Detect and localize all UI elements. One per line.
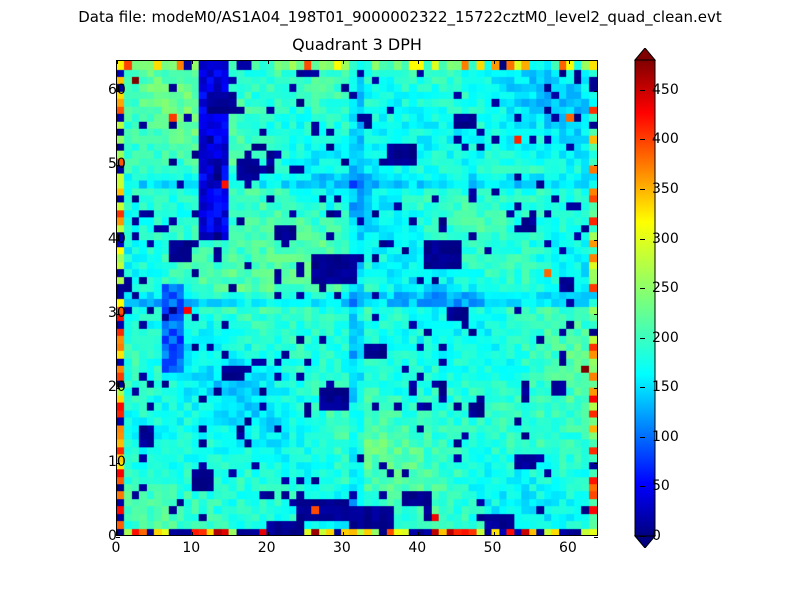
colorbar-gradient — [633, 48, 657, 548]
colorbar-tick-mark — [640, 536, 645, 537]
heatmap-image — [117, 61, 597, 535]
x-tick-mark — [342, 532, 344, 536]
x-tick-mark — [493, 532, 495, 536]
x-tick-mark — [568, 532, 570, 536]
colorbar-tick-label: 0 — [652, 528, 661, 544]
x-tick-mark — [267, 532, 269, 536]
y-tick-mark-right — [594, 239, 598, 241]
y-tick-mark-right — [594, 462, 598, 464]
x-tick-mark — [418, 532, 420, 536]
x-tick-mark-top — [418, 60, 420, 64]
y-tick-mark-right — [594, 90, 598, 92]
data-file-suptitle: Data file: modeM0/AS1A04_198T01_90000023… — [78, 8, 722, 26]
y-tick-mark — [116, 462, 120, 464]
colorbar-tick-label: 100 — [652, 428, 679, 445]
y-tick-mark-right — [594, 313, 598, 315]
x-tick-label: 0 — [111, 540, 121, 556]
colorbar[interactable] — [625, 48, 685, 548]
colorbar-tick-mark — [640, 436, 645, 438]
y-tick-mark — [116, 388, 120, 390]
y-tick-mark-right — [594, 165, 598, 167]
colorbar-tick-label: 50 — [652, 478, 670, 495]
x-tick-mark — [117, 532, 118, 536]
x-tick-label: 40 — [408, 540, 427, 556]
x-tick-mark-top — [568, 60, 570, 64]
heatmap-axes[interactable] — [116, 60, 598, 538]
y-tick-mark — [116, 537, 120, 538]
colorbar-tick-label: 350 — [652, 180, 679, 197]
x-tick-mark — [192, 532, 194, 536]
colorbar-tick-mark — [640, 337, 645, 339]
y-tick-mark — [116, 90, 120, 92]
x-tick-label: 20 — [257, 540, 276, 556]
colorbar-tick-label: 200 — [652, 329, 679, 346]
colorbar-tick-mark — [640, 238, 645, 240]
y-tick-mark — [116, 165, 120, 167]
colorbar-tick-mark — [640, 139, 645, 141]
x-tick-label: 10 — [182, 540, 201, 556]
x-tick-mark-top — [342, 60, 344, 64]
y-tick-mark — [116, 239, 120, 241]
colorbar-tick-mark — [640, 89, 645, 91]
colorbar-tick-label: 150 — [652, 379, 679, 396]
colorbar-tick-label: 450 — [652, 81, 679, 98]
x-tick-label: 50 — [483, 540, 502, 556]
colorbar-tick-mark — [640, 387, 645, 389]
colorbar-tick-label: 250 — [652, 280, 679, 297]
y-tick-mark-right — [594, 388, 598, 390]
y-tick-mark-right — [594, 537, 598, 538]
x-tick-label: 60 — [558, 540, 577, 556]
x-tick-mark-top — [192, 60, 194, 64]
colorbar-tick-label: 400 — [652, 131, 679, 148]
colorbar-tick-mark — [640, 486, 645, 488]
x-tick-mark-top — [117, 60, 118, 64]
plot-title: Quadrant 3 DPH — [292, 35, 422, 54]
y-tick-mark — [116, 313, 120, 315]
x-tick-label: 30 — [333, 540, 351, 556]
colorbar-tick-label: 300 — [652, 230, 679, 247]
colorbar-tick-mark — [640, 288, 645, 290]
x-tick-mark-top — [267, 60, 269, 64]
colorbar-tick-mark — [640, 188, 645, 190]
x-tick-mark-top — [493, 60, 495, 64]
